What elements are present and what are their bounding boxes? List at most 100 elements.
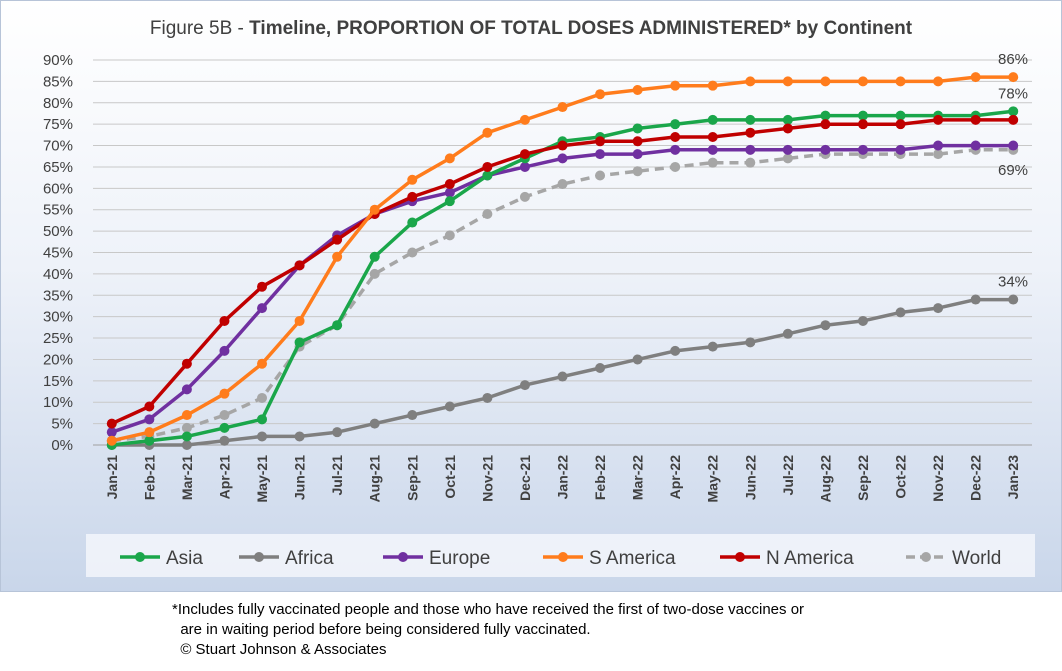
- legend-item-asia: Asia: [120, 548, 203, 569]
- y-tick-label: 45%: [43, 245, 73, 262]
- data-point: [595, 363, 606, 373]
- data-point: [407, 217, 418, 228]
- legend-marker: [921, 552, 931, 562]
- x-tick-label: Apr-22: [667, 455, 683, 500]
- x-tick-label: Nov-21: [479, 455, 495, 502]
- data-point: [332, 234, 343, 245]
- legend-marker: [558, 552, 568, 562]
- data-point: [332, 320, 343, 331]
- data-point: [707, 341, 718, 352]
- chart-title-main: Timeline, PROPORTION OF TOTAL DOSES ADMI…: [249, 18, 913, 39]
- data-point: [857, 119, 868, 130]
- data-point: [294, 337, 305, 348]
- data-point: [444, 187, 455, 198]
- x-tick-label: Jan-22: [555, 455, 571, 500]
- data-point: [670, 161, 681, 172]
- data-point: [820, 144, 831, 155]
- data-point: [782, 328, 793, 339]
- data-point: [181, 422, 192, 433]
- data-point: [1008, 72, 1019, 83]
- legend-marker: [398, 552, 408, 562]
- data-point: [745, 144, 756, 155]
- footnote-line-3: © Stuart Johnson & Associates: [172, 641, 387, 658]
- series-africa: [106, 294, 1019, 450]
- data-point: [782, 114, 793, 125]
- data-point: [895, 119, 906, 130]
- data-point: [1008, 140, 1019, 151]
- legend-item-europe: Europe: [383, 548, 490, 569]
- x-tick-label: Nov-22: [930, 455, 946, 502]
- data-point: [707, 144, 718, 155]
- line-chart: Figure 5B - Timeline, PROPORTION OF TOTA…: [43, 18, 1035, 577]
- x-tick-label: Feb-22: [592, 455, 608, 500]
- y-tick-label: 10%: [43, 394, 73, 411]
- data-point: [444, 230, 455, 241]
- data-point: [632, 84, 643, 95]
- data-point: [970, 140, 981, 151]
- data-point: [444, 153, 455, 164]
- data-point: [670, 132, 681, 142]
- data-point: [294, 431, 305, 442]
- x-tick-label: Jun-21: [292, 455, 308, 500]
- data-point: [632, 136, 643, 147]
- x-tick-label: Jul-21: [329, 455, 345, 496]
- x-tick-label: Sep-21: [404, 455, 420, 501]
- data-point: [707, 114, 718, 125]
- x-tick-label: Aug-22: [817, 455, 833, 503]
- footnote-line-1: *Includes fully vaccinated people and th…: [172, 601, 805, 618]
- series-s-america: [106, 72, 1019, 446]
- data-point: [144, 427, 155, 438]
- data-point: [144, 435, 155, 446]
- data-point: [519, 149, 530, 160]
- data-point: [444, 179, 455, 190]
- x-tick-label: Jul-22: [780, 455, 796, 496]
- footnote-line-2: are in waiting period before being consi…: [172, 621, 591, 638]
- end-value-label: 78%: [998, 85, 1028, 102]
- series-n-america: [106, 114, 1019, 429]
- data-point: [219, 315, 230, 326]
- data-point: [933, 140, 944, 151]
- data-point: [933, 76, 944, 87]
- data-point: [1008, 106, 1019, 117]
- data-point: [933, 114, 944, 125]
- data-point: [632, 166, 643, 177]
- x-tick-label: Jan-21: [104, 455, 120, 500]
- data-point: [257, 431, 268, 442]
- legend-item-world: World: [906, 548, 1001, 569]
- y-tick-label: 70%: [43, 138, 73, 155]
- data-point: [557, 179, 568, 190]
- x-tick-label: May-21: [254, 455, 270, 503]
- data-point: [369, 268, 380, 279]
- y-tick-label: 65%: [43, 159, 73, 176]
- data-point: [670, 119, 681, 130]
- data-point: [482, 170, 493, 181]
- data-point: [970, 114, 981, 125]
- legend-label: Asia: [166, 548, 203, 569]
- data-point: [257, 303, 268, 314]
- end-value-label: 34%: [998, 274, 1028, 291]
- data-point: [519, 114, 530, 125]
- data-point: [632, 149, 643, 160]
- data-point: [369, 251, 380, 262]
- y-tick-label: 5%: [51, 416, 73, 433]
- data-point: [219, 435, 230, 446]
- y-tick-label: 80%: [43, 95, 73, 112]
- data-point: [857, 76, 868, 87]
- end-value-label: 86%: [998, 51, 1028, 68]
- data-point: [820, 320, 831, 331]
- data-point: [557, 153, 568, 164]
- data-point: [970, 72, 981, 83]
- x-tick-label: Jan-23: [1005, 455, 1021, 500]
- data-point: [820, 119, 831, 130]
- data-point: [557, 140, 568, 151]
- data-point: [407, 247, 418, 258]
- data-point: [181, 384, 192, 395]
- data-point: [181, 358, 192, 369]
- y-tick-label: 85%: [43, 73, 73, 90]
- x-tick-label: Dec-22: [968, 455, 984, 501]
- legend-item-s-america: S America: [543, 548, 676, 569]
- data-point: [707, 132, 718, 142]
- data-point: [219, 388, 230, 399]
- legend-marker: [254, 552, 264, 562]
- y-tick-label: 20%: [43, 351, 73, 368]
